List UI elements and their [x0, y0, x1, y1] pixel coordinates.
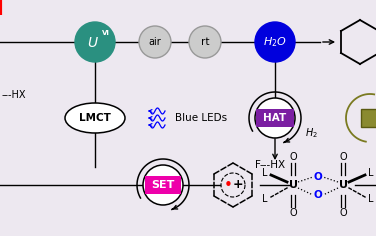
Circle shape [189, 26, 221, 58]
Text: air: air [149, 37, 161, 47]
Text: U: U [338, 180, 347, 190]
Circle shape [75, 22, 115, 62]
Text: rt: rt [201, 37, 209, 47]
Text: •: • [224, 177, 232, 193]
Text: O: O [314, 190, 322, 200]
Text: HAT: HAT [263, 113, 287, 123]
Text: $H_2O$: $H_2O$ [263, 35, 287, 49]
Text: ---HX: ---HX [260, 160, 286, 170]
Text: O: O [314, 172, 322, 182]
Text: SET: SET [151, 180, 175, 190]
Text: VI: VI [102, 30, 110, 36]
Text: ---HX: ---HX [2, 90, 26, 100]
Circle shape [139, 26, 171, 58]
Text: U: U [288, 180, 297, 190]
Circle shape [143, 165, 183, 205]
Text: O: O [339, 152, 347, 162]
Ellipse shape [65, 103, 125, 133]
Text: F: F [255, 160, 261, 170]
Text: O: O [339, 208, 347, 218]
Text: L: L [368, 168, 374, 178]
Text: O: O [289, 152, 297, 162]
Bar [145, 176, 181, 194]
Text: O: O [289, 208, 297, 218]
Text: Blue LEDs: Blue LEDs [175, 113, 227, 123]
Text: L: L [262, 194, 268, 204]
Circle shape [255, 22, 295, 62]
Text: $\it{U}$: $\it{U}$ [87, 36, 99, 50]
Bar [256, 109, 294, 127]
Bar [361, 109, 376, 127]
Text: L: L [262, 168, 268, 178]
Text: $H_2$: $H_2$ [305, 126, 318, 140]
Text: +: + [233, 178, 243, 191]
Circle shape [255, 98, 295, 138]
Text: LMCT: LMCT [79, 113, 111, 123]
Text: L: L [368, 194, 374, 204]
